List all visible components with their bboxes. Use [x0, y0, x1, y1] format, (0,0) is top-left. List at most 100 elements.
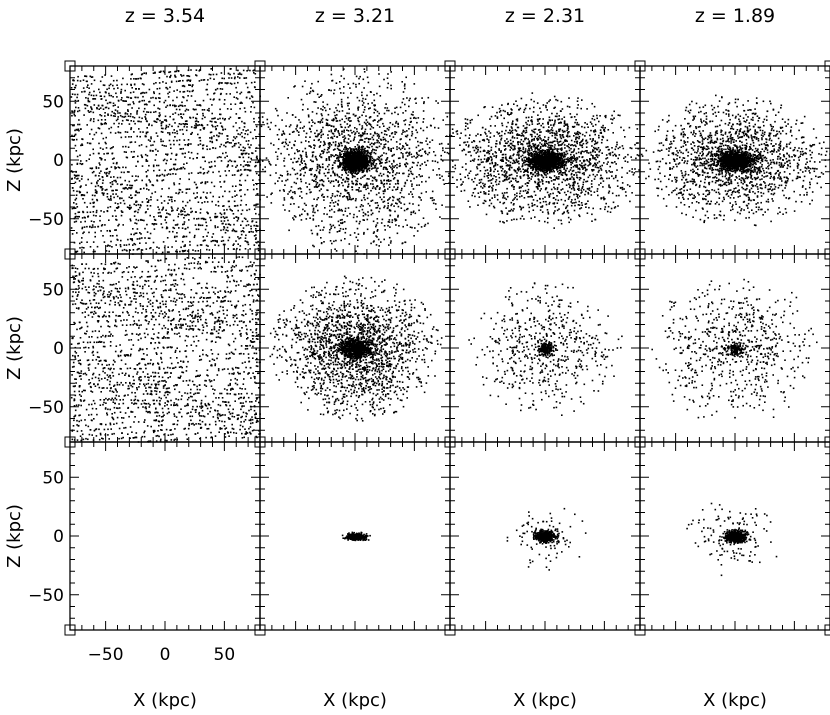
particle-point	[123, 248, 126, 251]
particle-point	[231, 210, 233, 212]
particle-point	[419, 175, 422, 178]
particle-point	[234, 205, 237, 207]
particle-point	[207, 231, 209, 234]
particle-point	[408, 173, 410, 176]
particle-point	[335, 154, 337, 157]
particle-point	[397, 180, 399, 182]
particle-point	[174, 75, 176, 78]
particle-point	[293, 215, 296, 217]
particle-point	[186, 162, 188, 164]
particle-point	[91, 194, 94, 197]
particle-point	[276, 158, 279, 160]
particle-point	[210, 161, 213, 163]
particle-point	[408, 99, 410, 102]
particle-point	[316, 163, 319, 166]
scatter-panel	[254, 60, 456, 260]
particle-point	[76, 93, 79, 96]
particle-point	[138, 88, 140, 90]
particle-point	[168, 251, 170, 253]
particle-point	[339, 119, 341, 122]
particle-point	[167, 126, 170, 128]
particle-point	[241, 120, 243, 123]
particle-point	[366, 228, 369, 231]
particle-point	[373, 160, 375, 163]
particle-point	[343, 135, 346, 137]
particle-point	[235, 216, 238, 218]
particle-point	[75, 106, 77, 109]
particle-point	[290, 196, 292, 199]
particle-point	[318, 171, 321, 173]
particle-point	[146, 127, 148, 129]
particle-point	[432, 169, 434, 171]
particle-point	[135, 201, 137, 203]
particle-point	[83, 114, 85, 116]
particle-point	[389, 226, 391, 228]
particle-point	[279, 189, 281, 192]
particle-point	[80, 221, 82, 223]
particle-point	[416, 152, 418, 154]
particle-point	[369, 159, 372, 162]
particle-point	[137, 211, 139, 214]
particle-point	[314, 211, 316, 214]
particle-point	[92, 98, 94, 100]
particle-point	[283, 145, 286, 148]
particle-point	[155, 132, 158, 134]
particle-point	[319, 131, 322, 134]
particle-point	[295, 161, 298, 163]
particle-point	[202, 99, 205, 102]
particle-point	[132, 156, 134, 158]
particle-point	[363, 219, 365, 221]
particle-point	[216, 240, 218, 242]
particle-point	[448, 152, 450, 155]
particle-point	[329, 209, 331, 212]
particle-point	[236, 164, 238, 167]
particle-point	[104, 171, 106, 174]
particle-point	[314, 135, 317, 138]
particle-point	[226, 138, 229, 140]
particle-point	[76, 79, 79, 82]
particle-point	[190, 172, 193, 174]
particle-point	[170, 74, 172, 77]
particle-point	[402, 153, 404, 155]
particle-point	[179, 129, 181, 131]
particle-point	[313, 186, 316, 188]
particle-point	[426, 137, 428, 140]
particle-point	[83, 247, 85, 249]
particle-point	[77, 211, 80, 214]
particle-point	[323, 199, 325, 201]
particle-point	[415, 176, 418, 178]
particle-point	[116, 189, 118, 191]
particle-point	[120, 239, 122, 242]
particle-point	[175, 70, 177, 73]
particle-point	[383, 112, 386, 115]
particle-point	[370, 242, 372, 245]
particle-point	[288, 210, 291, 212]
particle-point	[330, 144, 333, 146]
particle-point	[305, 136, 307, 138]
particle-point	[310, 130, 312, 133]
particle-point	[287, 193, 289, 195]
particle-point	[364, 130, 366, 133]
particle-point	[169, 71, 172, 73]
particle-point	[141, 99, 143, 102]
particle-point	[173, 167, 175, 170]
particle-point	[240, 184, 242, 186]
particle-point	[336, 136, 339, 138]
particle-point	[105, 99, 107, 102]
particle-point	[370, 200, 372, 202]
particle-point	[242, 227, 245, 229]
particle-point	[241, 135, 243, 138]
particle-point	[119, 202, 122, 204]
particle-point	[94, 185, 97, 188]
particle-point	[242, 146, 245, 149]
particle-point	[302, 150, 304, 153]
particle-point	[290, 186, 293, 188]
particle-point	[102, 193, 104, 195]
particle-point	[85, 75, 87, 77]
particle-point	[253, 235, 256, 237]
particle-point	[172, 139, 175, 142]
particle-point	[311, 167, 313, 170]
particle-point	[301, 157, 303, 160]
particle-point	[200, 124, 203, 126]
particle-point	[328, 163, 330, 166]
